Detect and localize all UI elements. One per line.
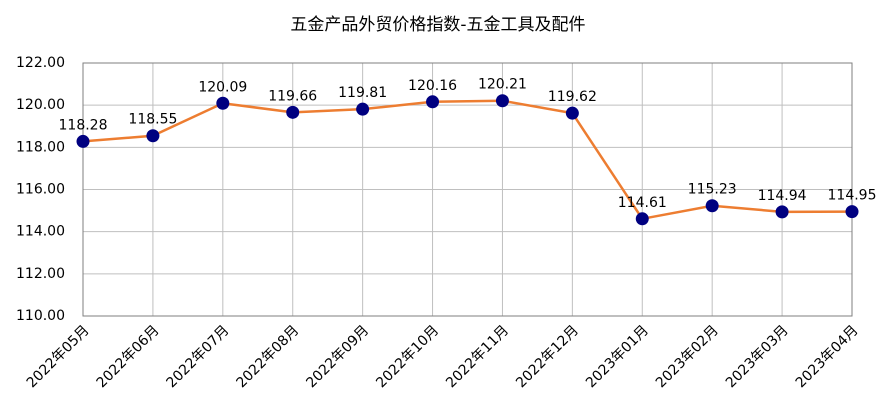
y-tick-label: 118.00: [16, 139, 65, 155]
data-label: 114.95: [828, 188, 877, 204]
y-tick-label: 114.00: [16, 224, 65, 240]
data-label: 118.55: [128, 112, 177, 128]
chart-title: 五金产品外贸价格指数-五金工具及配件: [290, 15, 585, 35]
data-label: 118.28: [59, 117, 108, 133]
x-tick-label: 2023年01月: [583, 322, 652, 391]
x-tick-label: 2022年09月: [303, 322, 372, 391]
data-label: 119.66: [268, 88, 317, 104]
data-label: 120.09: [198, 79, 247, 95]
marker: [635, 212, 649, 226]
plot-border: [82, 62, 853, 317]
series-line: [82, 99, 853, 221]
data-label: 120.16: [408, 78, 457, 94]
marker: [146, 129, 160, 143]
x-tick-label: 2023年03月: [723, 322, 792, 391]
data-label: 119.62: [548, 89, 597, 105]
data-label: 115.23: [688, 182, 737, 198]
data-label: 120.21: [478, 77, 527, 93]
y-tick-label: 112.00: [16, 266, 65, 282]
data-label: 119.81: [338, 85, 387, 101]
x-tick-label: 2022年10月: [373, 322, 442, 391]
x-tick-label: 2022年12月: [513, 322, 582, 391]
marker: [775, 205, 789, 219]
marker: [426, 95, 440, 109]
x-tick-label: 2023年04月: [793, 322, 862, 391]
x-tick-label: 2022年05月: [24, 322, 93, 391]
marker: [216, 96, 230, 110]
marker: [286, 105, 300, 119]
x-tick-label: 2023年02月: [653, 322, 722, 391]
x-tick-label: 2022年06月: [94, 322, 163, 391]
y-tick-label: 122.00: [16, 55, 65, 71]
y-tick-label: 116.00: [16, 182, 65, 198]
marker: [705, 199, 719, 213]
data-label: 114.94: [758, 188, 807, 204]
x-tick-label: 2022年08月: [233, 322, 302, 391]
y-tick-label: 110.00: [16, 308, 65, 324]
x-tick-label: 2022年11月: [443, 322, 512, 391]
x-tick-label: 2022年07月: [164, 322, 233, 391]
marker: [356, 102, 370, 116]
data-label: 114.61: [618, 195, 667, 211]
marker: [565, 106, 579, 120]
marker: [845, 205, 859, 219]
marker: [76, 134, 90, 148]
marker: [495, 94, 509, 108]
y-tick-label: 120.00: [16, 97, 65, 113]
